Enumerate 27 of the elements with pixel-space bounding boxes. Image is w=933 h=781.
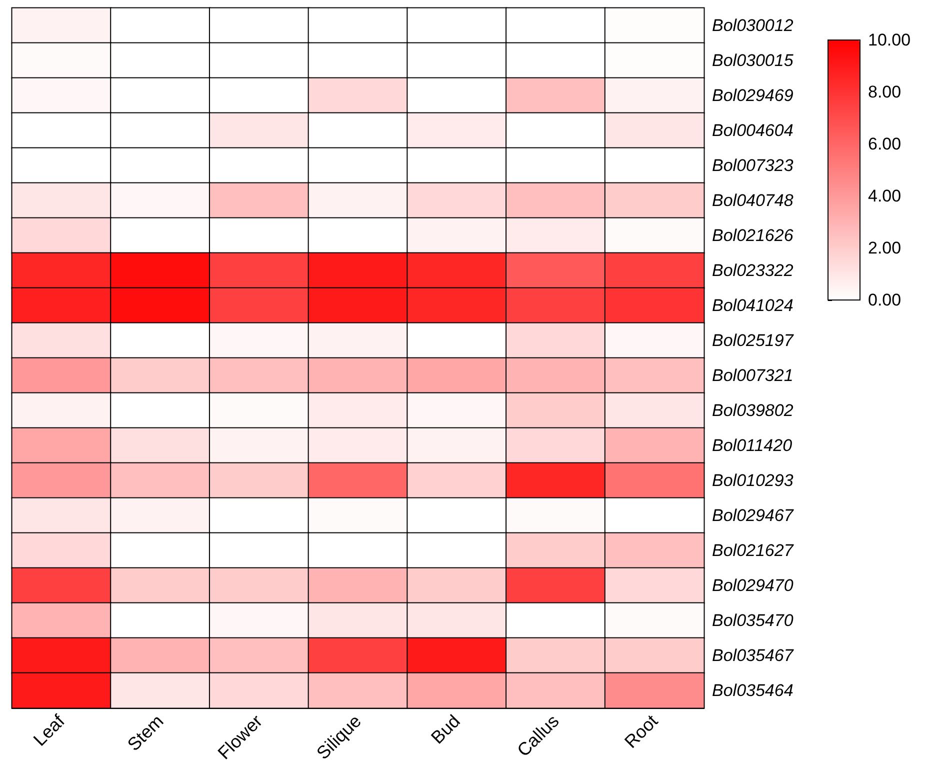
color-bar-label: 2.00 [868,238,902,258]
y-tick-label: Bol011420 [712,436,793,455]
y-tick-label: Bol029467 [712,506,794,525]
y-tick-label: Bol035467 [712,646,794,665]
y-tick-label: Bol035464 [712,681,794,700]
y-tick-label: Bol039802 [712,401,794,420]
y-tick-label: Bol040748 [712,191,794,210]
y-tick-label: Bol007323 [712,156,794,175]
color-bar-label: 0.00 [868,290,902,310]
color-bar-label: 10.00 [868,30,911,50]
y-tick-label: Bol029470 [712,576,794,595]
y-tick-label: Bol021627 [712,541,794,560]
y-tick-label: Bol004604 [712,121,794,140]
x-tick-label: Bud [427,710,464,748]
color-bar-label: 8.00 [868,82,902,102]
y-tick-label: Bol035470 [712,611,794,630]
y-tick-label: Bol021626 [712,226,794,245]
color-bar-label: 6.00 [868,134,902,154]
y-tick-label: Bol007321 [712,366,794,385]
y-tick-label: Bol010293 [712,471,794,490]
color-bar-label: 4.00 [868,186,902,206]
y-tick-label: Bol030012 [712,16,794,35]
y-tick-label: Bol041024 [712,296,794,315]
y-tick-label: Bol029469 [712,86,794,105]
y-tick-label: Bol030015 [712,51,794,70]
y-tick-label: Bol025197 [712,331,794,350]
y-tick-label: Bol023322 [712,261,794,280]
